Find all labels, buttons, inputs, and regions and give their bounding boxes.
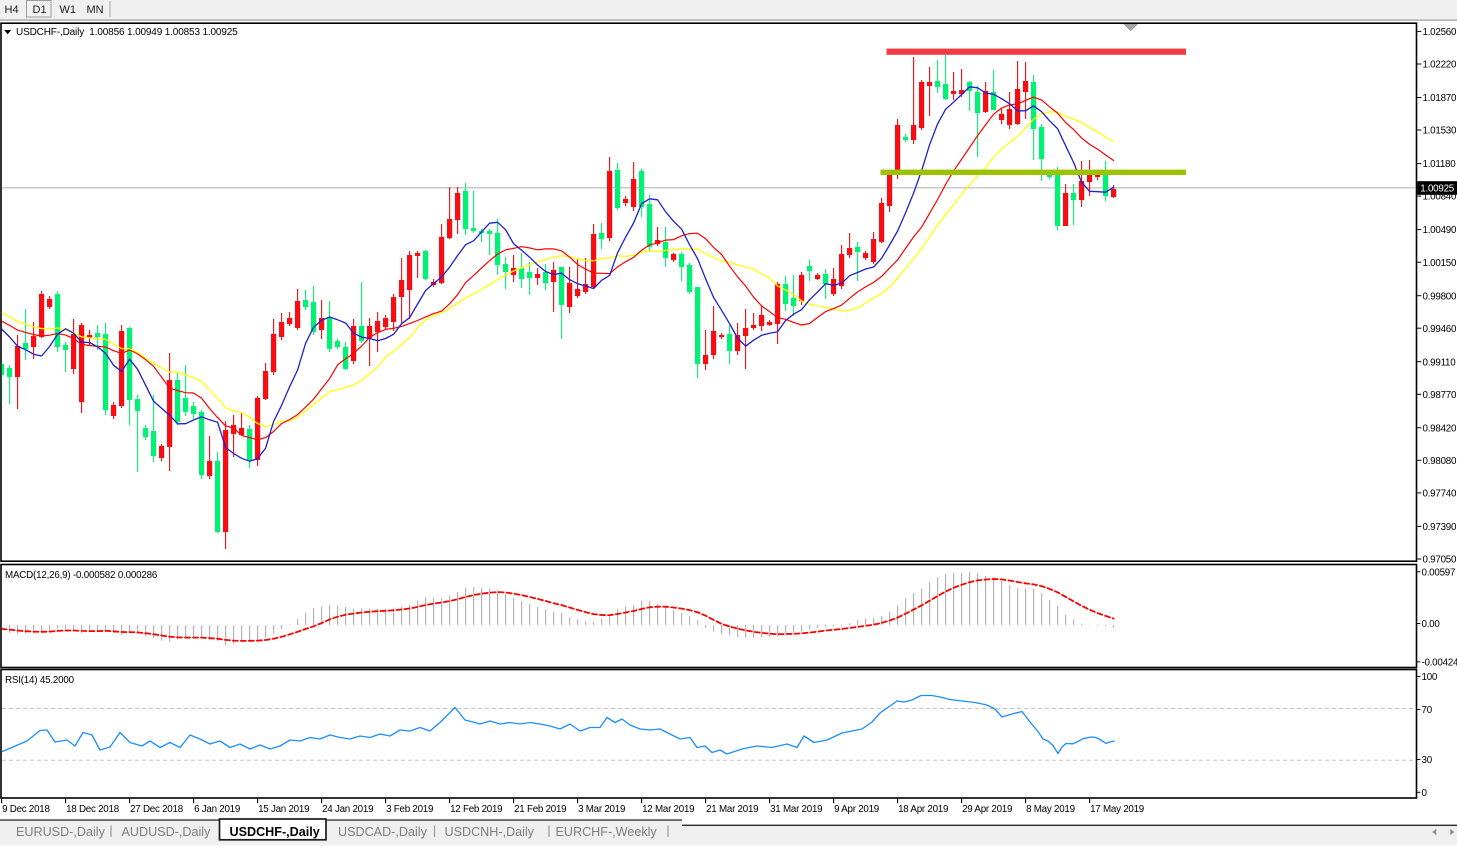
svg-text:15 Jan 2019: 15 Jan 2019 [258, 804, 309, 815]
svg-text:MACD(12,26,9) -0.000582 0.0002: MACD(12,26,9) -0.000582 0.000286 [5, 570, 158, 581]
svg-text:1.02560: 1.02560 [1423, 27, 1457, 38]
svg-text:0: 0 [1422, 788, 1428, 799]
svg-text:0.99800: 0.99800 [1423, 291, 1457, 302]
svg-text:9 Apr 2019: 9 Apr 2019 [834, 804, 879, 815]
svg-text:EURUSD-,Daily: EURUSD-,Daily [16, 825, 106, 839]
svg-text:6 Jan 2019: 6 Jan 2019 [194, 804, 240, 815]
svg-text:EURCHF-,Weekly: EURCHF-,Weekly [556, 825, 658, 839]
svg-text:1.02220: 1.02220 [1423, 60, 1457, 71]
svg-text:0.97390: 0.97390 [1423, 522, 1457, 533]
svg-text:1.01870: 1.01870 [1423, 93, 1457, 104]
svg-text:29 Apr 2019: 29 Apr 2019 [962, 804, 1012, 815]
svg-text:D1: D1 [33, 4, 47, 16]
svg-text:0.99110: 0.99110 [1423, 357, 1457, 368]
svg-text:1.01180: 1.01180 [1423, 159, 1457, 170]
svg-text:AUDUSD-,Daily: AUDUSD-,Daily [122, 825, 212, 839]
svg-text:18 Dec 2018: 18 Dec 2018 [66, 804, 120, 815]
svg-text:0.98770: 0.98770 [1423, 390, 1457, 401]
svg-text:27 Dec 2018: 27 Dec 2018 [130, 804, 184, 815]
svg-text:MN: MN [87, 4, 104, 16]
svg-text:0.97740: 0.97740 [1423, 489, 1457, 500]
svg-text:USDCHF-,Daily 1.00856 1.00949: USDCHF-,Daily 1.00856 1.00949 1.00853 1.… [16, 27, 238, 38]
svg-text:1.00490: 1.00490 [1423, 225, 1457, 236]
svg-text:12 Feb 2019: 12 Feb 2019 [450, 804, 502, 815]
svg-text:H4: H4 [5, 4, 19, 16]
svg-text:9 Dec 2018: 9 Dec 2018 [2, 804, 50, 815]
svg-text:8 May 2019: 8 May 2019 [1026, 804, 1075, 815]
svg-text:0.00597: 0.00597 [1422, 567, 1456, 578]
svg-text:0.99460: 0.99460 [1423, 324, 1457, 335]
svg-text:1.00840: 1.00840 [1423, 192, 1457, 203]
svg-text:1.01530: 1.01530 [1423, 126, 1457, 137]
svg-text:3 Feb 2019: 3 Feb 2019 [386, 804, 433, 815]
svg-text:70: 70 [1422, 705, 1433, 716]
svg-text:30: 30 [1422, 755, 1433, 766]
svg-text:W1: W1 [60, 4, 77, 16]
svg-text:21 Mar 2019: 21 Mar 2019 [706, 804, 758, 815]
svg-text:12 Mar 2019: 12 Mar 2019 [642, 804, 694, 815]
svg-text:3 Mar 2019: 3 Mar 2019 [578, 804, 625, 815]
svg-text:0.00: 0.00 [1422, 619, 1441, 630]
svg-text:USDCHF-,Daily: USDCHF-,Daily [230, 825, 320, 839]
svg-text:USDCNH-,Daily: USDCNH-,Daily [445, 825, 535, 839]
svg-text:0.97050: 0.97050 [1423, 555, 1457, 566]
svg-text:0.98420: 0.98420 [1423, 423, 1457, 434]
svg-text:24 Jan 2019: 24 Jan 2019 [322, 804, 373, 815]
svg-text:1.00925: 1.00925 [1420, 183, 1454, 194]
svg-text:31 Mar 2019: 31 Mar 2019 [770, 804, 822, 815]
svg-text:17 May 2019: 17 May 2019 [1090, 804, 1144, 815]
svg-text:USDCAD-,Daily: USDCAD-,Daily [338, 825, 428, 839]
svg-text:21 Feb 2019: 21 Feb 2019 [514, 804, 566, 815]
svg-text:-0.00424: -0.00424 [1422, 657, 1457, 668]
svg-text:1.00150: 1.00150 [1423, 258, 1457, 269]
svg-text:RSI(14) 45.2000: RSI(14) 45.2000 [5, 675, 75, 686]
svg-text:18 Apr 2019: 18 Apr 2019 [898, 804, 948, 815]
svg-text:0.98080: 0.98080 [1423, 456, 1457, 467]
svg-text:100: 100 [1422, 672, 1438, 683]
